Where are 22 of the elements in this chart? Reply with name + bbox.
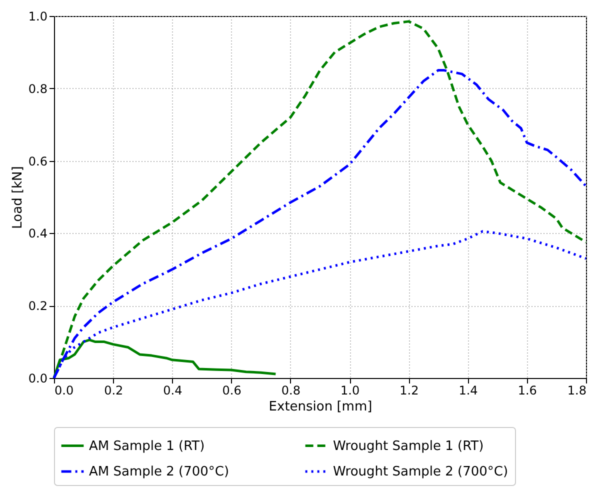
x-tick-label: 0.0: [54, 384, 74, 398]
y-tick-label: 0.6: [28, 154, 48, 168]
x-tick-label: 1.0: [340, 384, 360, 398]
legend-label: Wrought Sample 1 (RT): [333, 438, 484, 454]
x-tick-label: 0.4: [163, 384, 182, 398]
y-tick-label: 0.4: [28, 226, 48, 241]
y-axis-title: Load [kN]: [10, 166, 26, 229]
x-tick-label: 1.2: [400, 384, 419, 398]
legend-label: AM Sample 2 (700°C): [89, 464, 230, 480]
x-tick-label: 0.2: [104, 384, 124, 398]
x-tick-label: 1.6: [518, 384, 537, 398]
y-tick-label: 1.0: [28, 10, 48, 24]
x-tick-label: 1.8: [567, 384, 586, 398]
y-tick-label: 0.8: [28, 82, 48, 96]
legend-label: AM Sample 1 (RT): [89, 438, 205, 454]
x-tick-label: 0.6: [222, 384, 242, 398]
y-tick-label: 0.2: [28, 299, 48, 314]
y-tick-label: 0.0: [28, 372, 48, 386]
x-axis-title: Extension [mm]: [268, 400, 372, 414]
x-tick-label: 0.8: [281, 384, 300, 398]
legend-label: Wrought Sample 2 (700°C): [333, 464, 508, 480]
x-tick-label: 1.4: [458, 384, 478, 398]
